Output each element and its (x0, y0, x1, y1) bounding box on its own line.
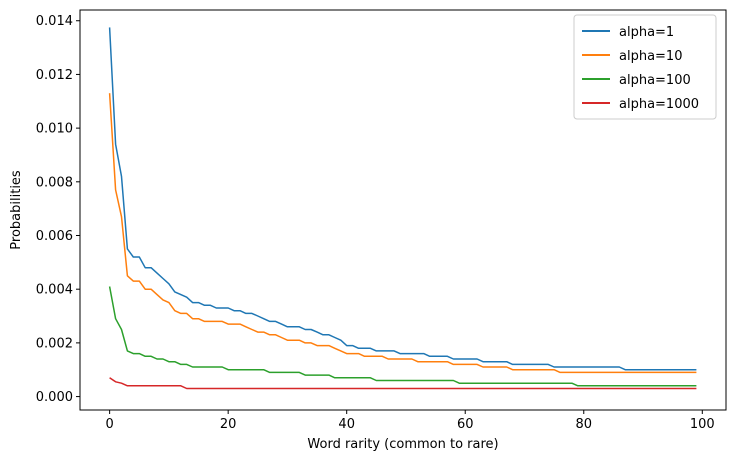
y-tick-label: 0.004 (36, 283, 73, 298)
legend-label: alpha=10 (619, 49, 682, 64)
series-lines (108, 27, 697, 390)
x-tick-label: 100 (690, 417, 715, 432)
y-tick-label: 0.010 (36, 122, 73, 137)
y-axis-label: Probabilities (9, 170, 24, 250)
x-axis: 0 20 40 60 80 100 (105, 410, 715, 432)
legend-label: alpha=1 (619, 25, 674, 40)
legend-box (573, 14, 717, 120)
x-tick-label: 0 (105, 417, 113, 432)
y-tick-label: 0.014 (36, 14, 73, 29)
x-axis-label: Word rarity (common to rare) (307, 437, 498, 452)
series-line-alpha-1000 (109, 377, 697, 390)
y-tick-label: 0.012 (36, 68, 73, 83)
legend-label: alpha=1000 (619, 97, 699, 112)
x-tick-label: 60 (457, 417, 474, 432)
plot-area-frame (79, 9, 727, 411)
x-tick-label: 80 (575, 417, 592, 432)
series-line-alpha-100 (108, 286, 697, 387)
y-axis: 0.000 0.002 0.004 0.006 0.008 0.010 0.012 0.014 (36, 14, 80, 405)
series-line-alpha-10 (108, 93, 697, 374)
y-tick-label: 0.008 (36, 175, 73, 190)
y-tick-label: 0.000 (36, 390, 73, 405)
y-tick-label: 0.006 (36, 229, 73, 244)
y-tick-label: 0.002 (36, 336, 73, 351)
legend: alpha=1 alpha=10 alpha=100 alpha=1000 (573, 14, 717, 120)
series-line-alpha-1 (108, 27, 697, 371)
x-tick-label: 20 (220, 417, 237, 432)
x-tick-label: 40 (338, 417, 355, 432)
legend-label: alpha=100 (619, 73, 691, 88)
